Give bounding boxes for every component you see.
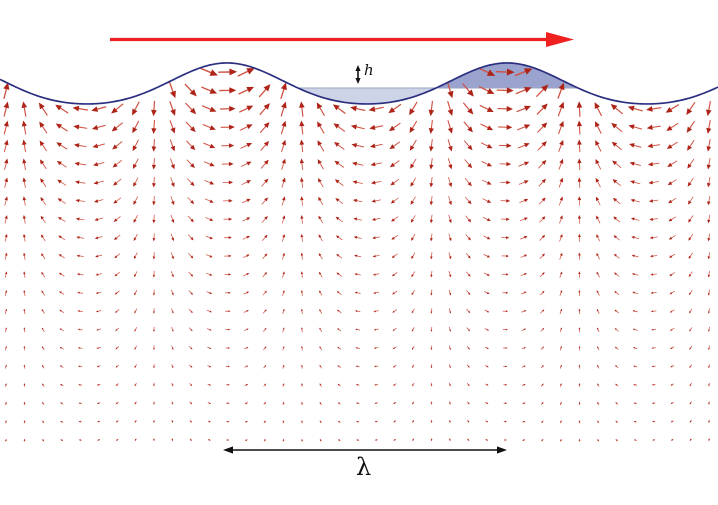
wavelength-marker xyxy=(223,446,507,454)
wavelength-label: λ xyxy=(356,453,372,481)
wave-surface-curve xyxy=(0,62,718,105)
wave-height-marker xyxy=(355,65,361,84)
propagation-arrow-icon xyxy=(110,32,574,47)
velocity-field xyxy=(3,67,712,442)
wave-height-label: h xyxy=(364,61,374,79)
crest-fill xyxy=(437,62,577,88)
